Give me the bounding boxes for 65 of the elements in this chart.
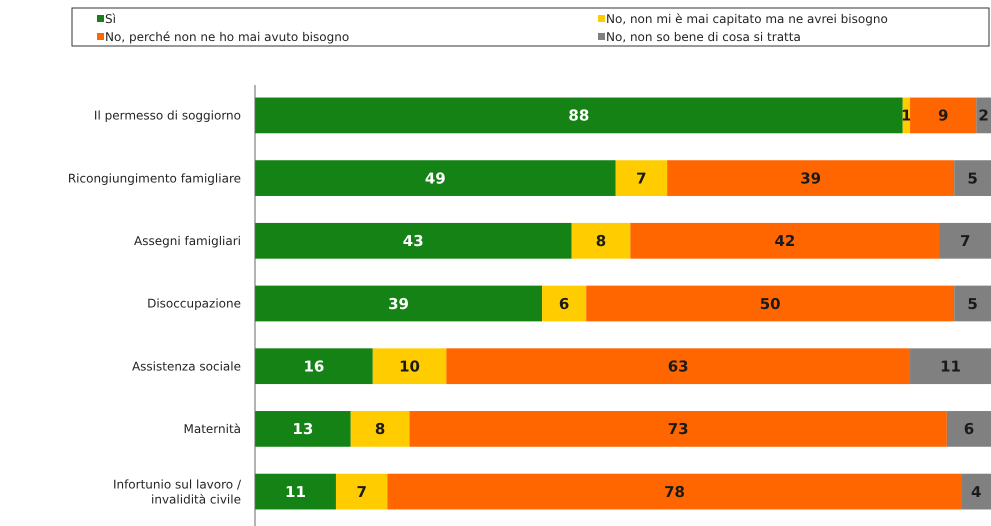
legend-label: No, perché non ne ho mai avuto bisogno (105, 30, 350, 44)
data-label: 13 (292, 420, 314, 438)
data-label: 7 (356, 482, 367, 501)
data-label: 10 (399, 357, 420, 376)
bar (255, 222, 572, 259)
bar (387, 474, 962, 510)
y-tick-label: Maternità (183, 422, 241, 436)
bar (667, 160, 954, 196)
bar (255, 286, 542, 322)
data-label: 88 (568, 106, 590, 125)
bar (616, 160, 668, 196)
bar (255, 348, 373, 384)
legend-label: Sì (105, 12, 116, 26)
data-label: 11 (940, 357, 961, 376)
legend-label: No, non so bene di cosa si tratta (606, 30, 801, 44)
bar (542, 286, 586, 322)
legend-label: No, non mi è mai capitato ma ne avrei bisogno (606, 12, 888, 26)
bar (336, 474, 388, 510)
bar (255, 411, 351, 447)
data-label: 11 (285, 482, 306, 501)
bar (446, 348, 910, 384)
data-label: 39 (388, 294, 409, 313)
data-label: 16 (303, 357, 324, 376)
data-label: 39 (800, 169, 822, 188)
data-label: 63 (668, 357, 689, 376)
bar (255, 160, 616, 196)
data-label: 9 (938, 106, 948, 125)
data-label: 5 (967, 169, 978, 188)
y-tick-label: Assegni famigliari (134, 234, 241, 248)
bar (255, 474, 336, 510)
data-label: 8 (374, 420, 386, 438)
data-label: 49 (424, 169, 446, 188)
y-tick-label: Disoccupazione (147, 296, 241, 311)
data-label: 8 (596, 232, 606, 250)
y-tick-label: Ricongiungimento famigliare (68, 171, 241, 186)
bar (954, 160, 991, 196)
bar (410, 411, 947, 447)
y-tick-label: Il permesso di soggiorno (94, 108, 241, 123)
y-tick-label: Assistenza sociale (132, 359, 241, 374)
bar (586, 286, 954, 322)
y-tick-label: Infortunio sul lavoro / invalidità civile (112, 477, 242, 506)
data-label: 5 (967, 294, 978, 313)
data-label: 73 (668, 420, 689, 438)
bar (571, 222, 630, 259)
bar (962, 474, 991, 510)
data-label: 4 (971, 482, 982, 501)
data-label: 7 (960, 232, 970, 250)
bar (910, 348, 991, 384)
data-label: 2 (978, 106, 989, 125)
bar (939, 222, 991, 259)
bar (255, 98, 903, 134)
data-label: 1 (901, 106, 912, 125)
bar (630, 222, 940, 259)
bar (372, 348, 446, 384)
bar (350, 411, 410, 447)
data-label: 7 (636, 169, 647, 188)
data-label: 6 (964, 420, 974, 438)
bar (954, 286, 991, 322)
bar (946, 411, 991, 447)
data-label: 78 (664, 482, 685, 501)
data-label: 42 (774, 232, 796, 250)
data-label: 50 (760, 294, 781, 313)
data-label: 43 (402, 232, 424, 250)
bar (910, 98, 976, 134)
data-label: 6 (558, 294, 570, 313)
